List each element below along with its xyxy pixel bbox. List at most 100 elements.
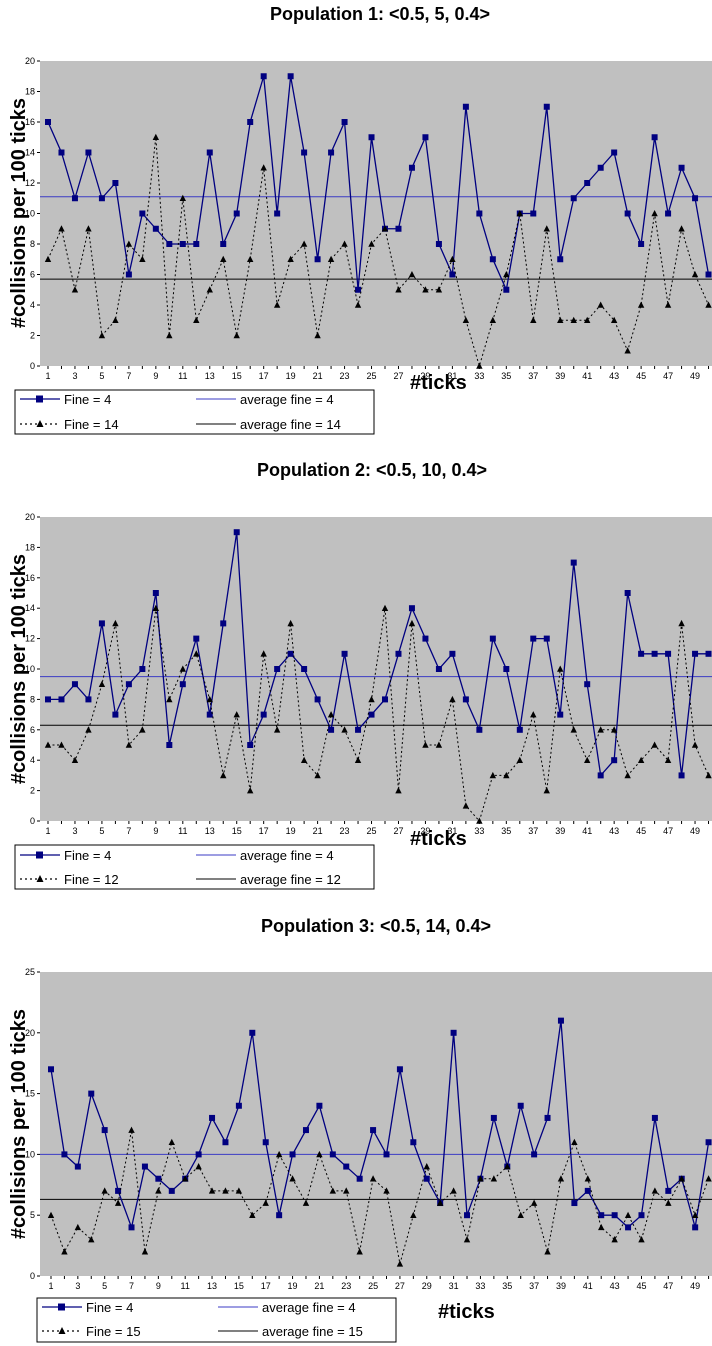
data-point-fine4 bbox=[220, 620, 227, 627]
data-point-fine4 bbox=[314, 256, 321, 263]
x-tick-label: 33 bbox=[474, 371, 484, 381]
data-point-other bbox=[624, 1211, 632, 1218]
data-point-fine4 bbox=[329, 1151, 336, 1158]
legend-label: Fine = 15 bbox=[86, 1324, 141, 1339]
data-point-fine4 bbox=[611, 757, 618, 764]
legend-label: average fine = 12 bbox=[240, 872, 341, 887]
x-tick-label: 17 bbox=[259, 826, 269, 836]
x-tick-label: 1 bbox=[48, 1281, 53, 1291]
data-point-fine4 bbox=[48, 1066, 54, 1073]
x-tick-label: 47 bbox=[663, 371, 673, 381]
legend-label: average fine = 4 bbox=[262, 1300, 356, 1315]
x-tick-label: 45 bbox=[636, 371, 646, 381]
data-point-fine4 bbox=[368, 134, 375, 141]
y-tick-label: 20 bbox=[25, 56, 35, 66]
data-point-fine4 bbox=[370, 1127, 377, 1134]
data-point-other bbox=[678, 619, 685, 627]
legend-marker-square bbox=[36, 395, 43, 403]
legend-label: Fine = 12 bbox=[64, 872, 119, 887]
x-tick-label: 11 bbox=[178, 826, 187, 836]
x-tick-label: 5 bbox=[99, 371, 104, 381]
data-point-other bbox=[179, 194, 186, 202]
y-tick-label: 8 bbox=[30, 239, 35, 249]
data-point-fine4 bbox=[476, 210, 483, 217]
x-tick-label: 21 bbox=[313, 371, 323, 381]
data-point-fine4 bbox=[112, 180, 119, 186]
legend-label: Fine = 14 bbox=[64, 417, 119, 432]
data-point-fine4 bbox=[462, 103, 469, 110]
data-point-fine4 bbox=[584, 1187, 591, 1194]
x-tick-label: 17 bbox=[259, 371, 269, 381]
data-point-other bbox=[395, 286, 402, 293]
data-point-fine4 bbox=[45, 696, 51, 703]
data-point-other bbox=[584, 756, 591, 763]
data-point-fine4 bbox=[61, 1151, 68, 1158]
data-point-fine4 bbox=[276, 1212, 283, 1219]
data-point-fine4 bbox=[98, 195, 105, 202]
data-point-fine4 bbox=[530, 210, 537, 217]
data-point-fine4 bbox=[395, 225, 402, 232]
legend-label: Fine = 4 bbox=[64, 848, 111, 863]
y-tick-label: 8 bbox=[30, 694, 35, 704]
x-tick-label: 35 bbox=[502, 1281, 512, 1291]
x-tick-label: 19 bbox=[286, 371, 296, 381]
data-point-other bbox=[300, 756, 308, 763]
data-point-other bbox=[329, 1187, 337, 1194]
data-point-fine4 bbox=[274, 666, 281, 672]
data-point-fine4 bbox=[408, 164, 415, 171]
data-point-other bbox=[356, 1248, 363, 1255]
data-point-other bbox=[462, 316, 470, 324]
y-tick-label: 12 bbox=[25, 178, 35, 188]
legend-item-avg-fine4: average fine = 4 bbox=[196, 392, 334, 407]
legend-box bbox=[14, 844, 375, 890]
legend-marker-triangle bbox=[58, 1327, 66, 1334]
y-tick-label: 18 bbox=[25, 542, 35, 552]
data-point-other bbox=[341, 240, 348, 247]
x-tick-label: 1 bbox=[45, 826, 50, 836]
legend: Fine = 4 average fine = 4 Fine = 12 aver… bbox=[14, 844, 375, 890]
data-point-fine4 bbox=[235, 1102, 242, 1109]
x-tick-label: 5 bbox=[102, 1281, 107, 1291]
data-point-fine4 bbox=[557, 711, 564, 718]
data-point-other bbox=[450, 1187, 457, 1194]
data-point-other bbox=[530, 711, 537, 718]
data-point-fine4 bbox=[155, 1175, 162, 1182]
x-tick-label: 31 bbox=[447, 371, 457, 381]
x-tick-label: 25 bbox=[367, 371, 377, 381]
data-point-other bbox=[247, 787, 254, 794]
y-tick-label: 12 bbox=[25, 634, 35, 644]
data-point-other bbox=[275, 1150, 283, 1158]
legend-marker-square bbox=[58, 1303, 65, 1311]
data-point-other bbox=[44, 255, 52, 263]
data-point-fine4 bbox=[139, 666, 146, 672]
x-tick-label: 37 bbox=[528, 826, 538, 836]
x-tick-label: 49 bbox=[690, 826, 700, 836]
data-point-other bbox=[664, 301, 672, 308]
data-point-other bbox=[58, 225, 65, 232]
data-point-fine4 bbox=[287, 73, 294, 80]
x-tick-label: 7 bbox=[126, 826, 131, 836]
y-tick-label: 2 bbox=[30, 786, 35, 796]
chart-population-2: Population 2: <0.5, 10, 0.4> 02468101214… bbox=[8, 460, 712, 890]
data-point-other bbox=[597, 301, 604, 308]
y-tick-label: 10 bbox=[25, 209, 35, 219]
data-point-other bbox=[637, 301, 645, 308]
x-tick-label: 25 bbox=[368, 1281, 378, 1291]
data-point-fine4 bbox=[195, 1151, 202, 1158]
x-tick-label: 9 bbox=[153, 371, 158, 381]
legend-label: Fine = 4 bbox=[86, 1300, 133, 1315]
data-point-other bbox=[705, 771, 712, 779]
data-point-other bbox=[435, 286, 443, 293]
y-axis-label: #collisions per 100 ticks bbox=[8, 98, 30, 328]
x-tick-label: 45 bbox=[636, 826, 646, 836]
data-point-other bbox=[220, 771, 227, 779]
data-point-other bbox=[369, 1175, 377, 1182]
data-point-fine4 bbox=[141, 1163, 148, 1170]
series-line-other bbox=[48, 608, 709, 823]
x-tick-label: 29 bbox=[420, 371, 430, 381]
data-point-fine4 bbox=[638, 1212, 645, 1219]
data-point-other bbox=[705, 1175, 712, 1182]
data-point-fine4 bbox=[314, 696, 321, 703]
data-point-fine4 bbox=[71, 195, 78, 202]
data-point-other bbox=[166, 695, 173, 703]
